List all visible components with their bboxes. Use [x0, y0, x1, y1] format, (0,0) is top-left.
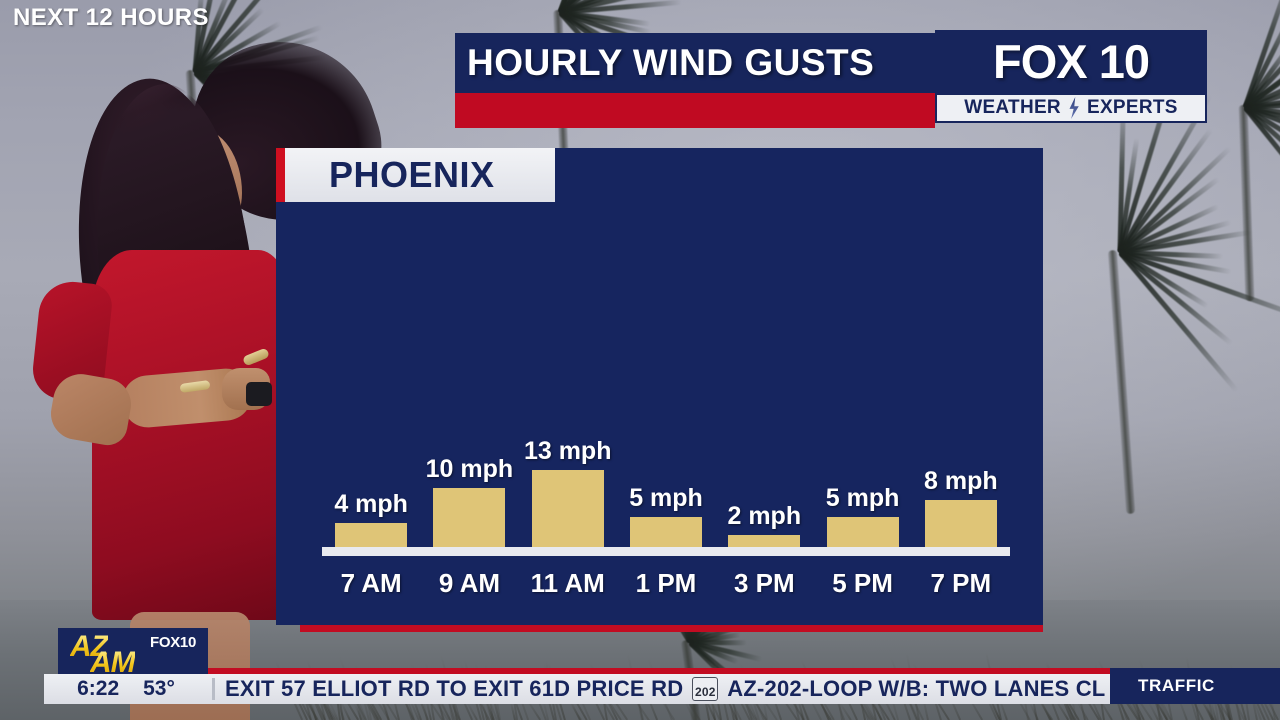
bar-rect [532, 470, 604, 547]
bar-item: 10 mph [433, 455, 505, 547]
x-axis-label: 1 PM [617, 568, 715, 599]
weather-experts-badge: WEATHER EXPERTS [935, 93, 1207, 123]
bar-item: 2 mph [728, 502, 800, 547]
chart-baseline [322, 547, 1010, 556]
bar-rect [925, 500, 997, 547]
anchor-clicker-remote [246, 382, 272, 406]
bar-item: 5 mph [630, 484, 702, 547]
x-axis-label: 9 AM [420, 568, 518, 599]
bar-item: 4 mph [335, 490, 407, 547]
bar-item: 13 mph [532, 437, 604, 547]
bar-rect [728, 535, 800, 547]
graphic-title-bar: HOURLY WIND GUSTS [455, 33, 935, 93]
bar-value-label: 8 mph [924, 467, 998, 496]
fox10-logo: FOX 10 [935, 30, 1207, 93]
graphic-subtitle-bar [455, 93, 935, 128]
bar-rect [630, 517, 702, 547]
az-am-logo-network: FOX10 [150, 634, 196, 651]
bar-rect [827, 517, 899, 547]
ticker-clock: 6:22 [77, 677, 119, 701]
bar-rect [335, 523, 407, 547]
lightning-bolt-icon [1066, 97, 1082, 119]
x-axis-label: 5 PM [814, 568, 912, 599]
bar-value-label: 10 mph [426, 455, 514, 484]
ticker-temperature: 53° [143, 677, 175, 701]
x-axis-label: 3 PM [715, 568, 813, 599]
bar-value-label: 5 mph [826, 484, 900, 513]
route-shield-icon: 202 [692, 677, 718, 701]
ticker-alert-text: EXIT 57 ELLIOT RD TO EXIT 61D PRICE RD 2… [225, 676, 1105, 702]
broadcast-screen: HOURLY WIND GUSTS NEXT 12 HOURS FOX 10 W… [0, 0, 1280, 720]
x-axis-label: 11 AM [519, 568, 617, 599]
traffic-badge-label: TRAFFIC [1138, 676, 1215, 696]
graphic-title: HOURLY WIND GUSTS [467, 33, 935, 93]
bar-item: 8 mph [925, 467, 997, 547]
az-am-show-logo: AZ AM FOX10 [58, 628, 208, 674]
x-axis-labels: 7 AM 9 AM 11 AM 1 PM 3 PM 5 PM 7 PM [322, 568, 1010, 608]
graphic-subtitle: NEXT 12 HOURS [13, 0, 209, 35]
traffic-category-badge: TRAFFIC [1110, 668, 1280, 704]
ticker-clock-temp: 6:22 53° [44, 674, 208, 704]
ticker-alert-strip: EXIT 57 ELLIOT RD TO EXIT 61D PRICE RD 2… [208, 674, 1160, 704]
bar-group: 4 mph 10 mph 13 mph 5 mph 2 mph 5 mph 8 mph [322, 358, 1010, 547]
bar-value-label: 5 mph [629, 484, 703, 513]
meteorologist-figure [0, 0, 300, 720]
chart-panel-bottom-accent [300, 625, 1043, 632]
bar-value-label: 4 mph [334, 490, 408, 519]
weather-experts-left-text: WEATHER [964, 97, 1061, 119]
x-axis-label: 7 PM [912, 568, 1010, 599]
ticker-alert-segment-2: AZ-202-LOOP W/B: TWO LANES CL [727, 676, 1105, 702]
bar-rect [433, 488, 505, 547]
ticker-alert-segment-1: EXIT 57 ELLIOT RD TO EXIT 61D PRICE RD [225, 676, 683, 702]
ticker-divider [212, 678, 215, 700]
weather-experts-right-text: EXPERTS [1087, 97, 1178, 119]
bar-item: 5 mph [827, 484, 899, 547]
bar-value-label: 13 mph [524, 437, 612, 466]
fox10-logo-text: FOX 10 [935, 30, 1207, 93]
bar-value-label: 2 mph [727, 502, 801, 531]
x-axis-label: 7 AM [322, 568, 420, 599]
bar-chart: 4 mph 10 mph 13 mph 5 mph 2 mph 5 mph 8 mph 7 … [276, 148, 1043, 625]
